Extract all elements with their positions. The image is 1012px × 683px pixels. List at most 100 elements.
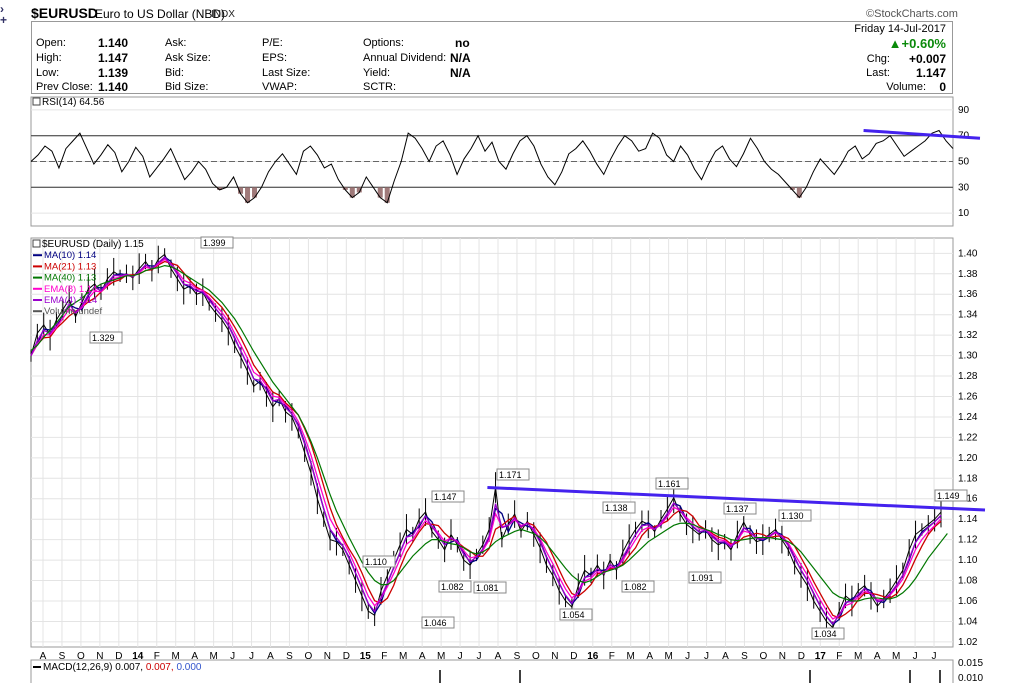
annotation-label: 1.082 (441, 582, 464, 592)
macd-panel (30, 659, 954, 683)
ticker-name: Euro to US Dollar (NBD) (95, 7, 226, 21)
price-x-tick-label: A (191, 651, 198, 662)
options-value: no (455, 36, 470, 50)
pe-label: P/E: (262, 37, 283, 49)
prev-close-label: Prev Close: (36, 81, 93, 93)
price-x-tick-label: J (477, 651, 482, 662)
annotation-label: 1.147 (434, 492, 457, 502)
volume-label: Volume: (886, 81, 926, 93)
price-x-tick-label: S (514, 651, 521, 662)
price-x-tick-label: 14 (132, 651, 144, 662)
price-annotation: 1.046 (421, 616, 455, 629)
volume-value: 0 (939, 80, 946, 94)
price-x-tick-label: J (932, 651, 937, 662)
chevron-right-icon[interactable]: › (0, 2, 4, 16)
price-annotation: 1.138 (602, 501, 636, 514)
rsi-tick-label: 10 (958, 208, 970, 219)
annotation-label: 1.161 (658, 479, 681, 489)
annotation-box (473, 581, 507, 594)
price-x-tick-label: M (437, 651, 445, 662)
price-x-tick-label: F (836, 651, 842, 662)
price-tick-label: 1.06 (958, 596, 978, 607)
price-annotation: 1.082 (438, 580, 472, 593)
rsi-tick-label: 30 (958, 182, 970, 193)
annotation-box (811, 627, 845, 640)
price-x-tick-label: J (249, 651, 254, 662)
legend-title: $EURUSD (Daily) 1.15 (42, 239, 144, 250)
price-x-tick-label: F (154, 651, 160, 662)
annotation-box (655, 477, 689, 490)
price-x-tick-label: N (779, 651, 786, 662)
bid-label: Bid: (165, 67, 184, 79)
price-panel (30, 237, 954, 648)
legend-entry: EMA(8) 1.14 (44, 284, 97, 295)
price-x-tick-label: 16 (587, 651, 599, 662)
price-x-tick-label: O (760, 651, 768, 662)
price-tick-label: 1.22 (958, 432, 978, 443)
quote-panel: Open: 1.140 High: 1.147 Low: 1.139 Prev … (31, 21, 953, 94)
price-x-tick-label: J (704, 651, 709, 662)
change-percent: ▲+0.60% (888, 36, 946, 51)
price-tick-label: 1.08 (958, 576, 978, 587)
open-label: Open: (36, 37, 66, 49)
ma21-line (30, 260, 942, 619)
price-x-tick-label: A (267, 651, 274, 662)
vwap-label: VWAP: (262, 81, 298, 93)
price-x-tick-label: M (664, 651, 672, 662)
eps-label: EPS: (262, 52, 288, 64)
options-label: Options: (363, 37, 404, 49)
price-annotation: 1.091 (688, 571, 722, 584)
macd-title: MACD(12,26,9) 0.007, 0.007, 0.000 (43, 662, 202, 673)
price-tick-label: 1.40 (958, 248, 978, 259)
price-x-tick-label: A (40, 651, 47, 662)
legend-entry: MA(40) 1.13 (44, 273, 96, 284)
price-annotation: 1.034 (811, 627, 845, 640)
macd-tick-label: 0.015 (958, 658, 983, 669)
price-x-tick-label: J (230, 651, 235, 662)
last-value: 1.147 (915, 66, 946, 80)
price-collapse-icon (32, 239, 41, 248)
price-x-tick-label: A (419, 651, 426, 662)
plus-icon[interactable]: + (0, 13, 8, 27)
nav-icons: › + (0, 2, 12, 27)
price-x-tick-label: D (570, 651, 577, 662)
low-label: Low: (36, 67, 60, 79)
price-x-tick-label: F (381, 651, 387, 662)
macd-tick-label: 0.010 (958, 673, 983, 683)
ticker-exchange: INDX (211, 9, 235, 20)
yield-label: Yield: (363, 67, 391, 79)
price-x-tick-label: O (77, 651, 85, 662)
annotation-box (621, 580, 655, 593)
price-annotation: 1.171 (496, 468, 530, 481)
annotation-label: 1.171 (499, 470, 522, 480)
price-x-tick-label: D (115, 651, 122, 662)
annotation-box (934, 489, 968, 502)
price-tick-label: 1.34 (958, 310, 978, 321)
price-x-tick-label: 15 (360, 651, 372, 662)
price-x-tick-label: N (551, 651, 558, 662)
price-annotation: 1.081 (473, 581, 507, 594)
price-x-tick-label: S (741, 651, 748, 662)
price-trendline (487, 485, 986, 512)
legend-entry: MA(10) 1.14 (44, 250, 96, 261)
price-x-tick-label: 17 (815, 651, 827, 662)
price-tick-label: 1.26 (958, 391, 978, 402)
annotation-box (602, 501, 636, 514)
annotation-label: 1.149 (937, 491, 960, 501)
ma40-line (30, 264, 948, 602)
chg-value: +0.007 (908, 52, 946, 66)
stockcharts-watermark: ©StockCharts.com (866, 8, 958, 20)
price-x-tick-label: M (172, 651, 180, 662)
annotation-label: 1.082 (624, 582, 647, 592)
annotation-label: 1.137 (726, 504, 749, 514)
price-annotation: 1.149 (934, 489, 968, 502)
annotation-box (778, 509, 812, 522)
high-label: High: (36, 52, 62, 64)
price-x-tick-label: M (854, 651, 862, 662)
high-value: 1.147 (98, 51, 129, 65)
ema8-line (30, 258, 942, 620)
price-x-tick-label: M (892, 651, 900, 662)
price-line (30, 253, 942, 629)
ask-size-label: Ask Size: (165, 52, 211, 64)
